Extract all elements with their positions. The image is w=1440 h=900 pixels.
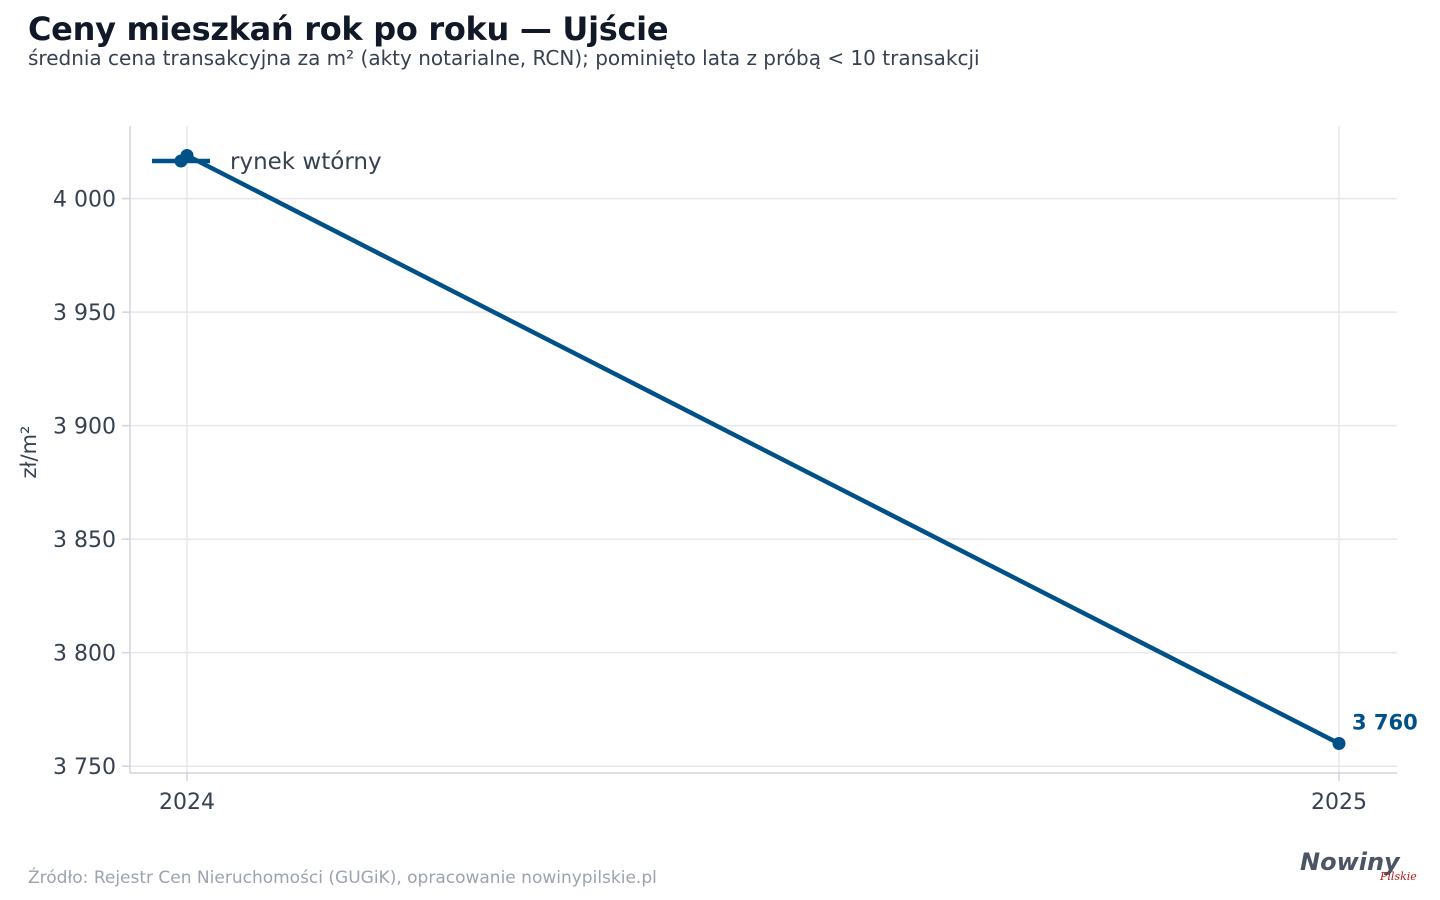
chart-subtitle: średnia cena transakcyjna za m² (akty no… <box>28 46 980 70</box>
data-point <box>1332 736 1346 750</box>
x-tick-labels: 2024 2025 <box>159 790 1367 815</box>
legend-swatch-marker <box>174 154 188 168</box>
source-note: Źródło: Rejestr Cen Nieruchomości (GUGiK… <box>28 868 657 888</box>
end-value-label: 3 760 <box>1352 710 1418 734</box>
y-tick-label: 3 850 <box>53 528 116 553</box>
y-tick-label: 3 900 <box>53 415 116 440</box>
series-group: 3 760 <box>180 149 1418 750</box>
series-line <box>184 153 1342 746</box>
chart-title: Ceny mieszkań rok po roku — Ujście <box>28 10 669 48</box>
grid-lines <box>130 126 1397 773</box>
axes <box>122 126 1397 781</box>
logo-sub-text: Pilskie <box>1380 870 1417 883</box>
publisher-logo: Nowiny Pilskie <box>1300 848 1417 890</box>
y-tick-label: 3 950 <box>53 301 116 326</box>
x-tick-label: 2025 <box>1311 790 1367 815</box>
logo-main-text: Nowiny <box>1300 848 1400 876</box>
x-tick-label: 2024 <box>159 790 215 815</box>
y-axis-label: zł/m² <box>17 426 41 479</box>
legend: rynek wtórny <box>152 149 382 175</box>
y-tick-label: 4 000 <box>53 188 116 213</box>
legend-entry: rynek wtórny <box>230 149 382 175</box>
y-tick-label: 3 750 <box>53 755 116 780</box>
y-tick-label: 3 800 <box>53 642 116 667</box>
y-tick-labels: 3 750 3 800 3 850 3 900 3 950 4 000 <box>53 188 116 781</box>
